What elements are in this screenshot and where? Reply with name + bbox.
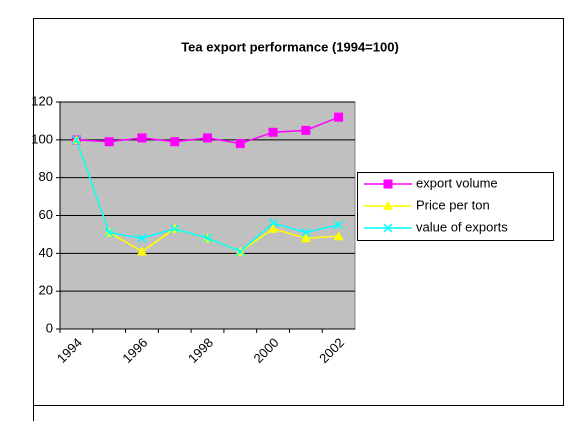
data-point [104, 137, 114, 147]
chart-title: Tea export performance (1994=100) [181, 39, 399, 54]
data-point [235, 139, 245, 149]
y-tick-label: 100 [31, 131, 53, 146]
data-point [334, 112, 344, 122]
data-point [235, 246, 245, 256]
data-point [104, 227, 114, 238]
legend-label: export volume [416, 175, 498, 190]
y-tick-label: 120 [31, 93, 53, 108]
legend-label: value of exports [416, 219, 508, 234]
data-point [170, 137, 180, 147]
data-point [137, 233, 147, 243]
legend-marker [383, 179, 393, 189]
data-point [300, 233, 311, 243]
legend-marker [383, 201, 393, 210]
y-tick-label: 40 [39, 245, 53, 260]
y-tick-label: 0 [46, 320, 53, 335]
data-point [202, 233, 213, 243]
data-point [136, 246, 147, 256]
legend-marker [383, 223, 393, 233]
legend-label: Price per ton [416, 197, 490, 212]
data-point [268, 218, 278, 228]
data-point [137, 133, 147, 143]
data-point [301, 227, 311, 238]
y-tick-label: 60 [39, 207, 53, 222]
data-point [203, 133, 212, 143]
y-tick-label: 20 [39, 283, 53, 298]
data-point [301, 125, 311, 135]
data-point [71, 135, 81, 145]
data-point [170, 224, 180, 234]
data-point [268, 127, 278, 137]
data-point [334, 220, 344, 230]
data-point [333, 231, 344, 241]
data-point [268, 223, 279, 233]
y-tick-label: 80 [39, 169, 53, 184]
